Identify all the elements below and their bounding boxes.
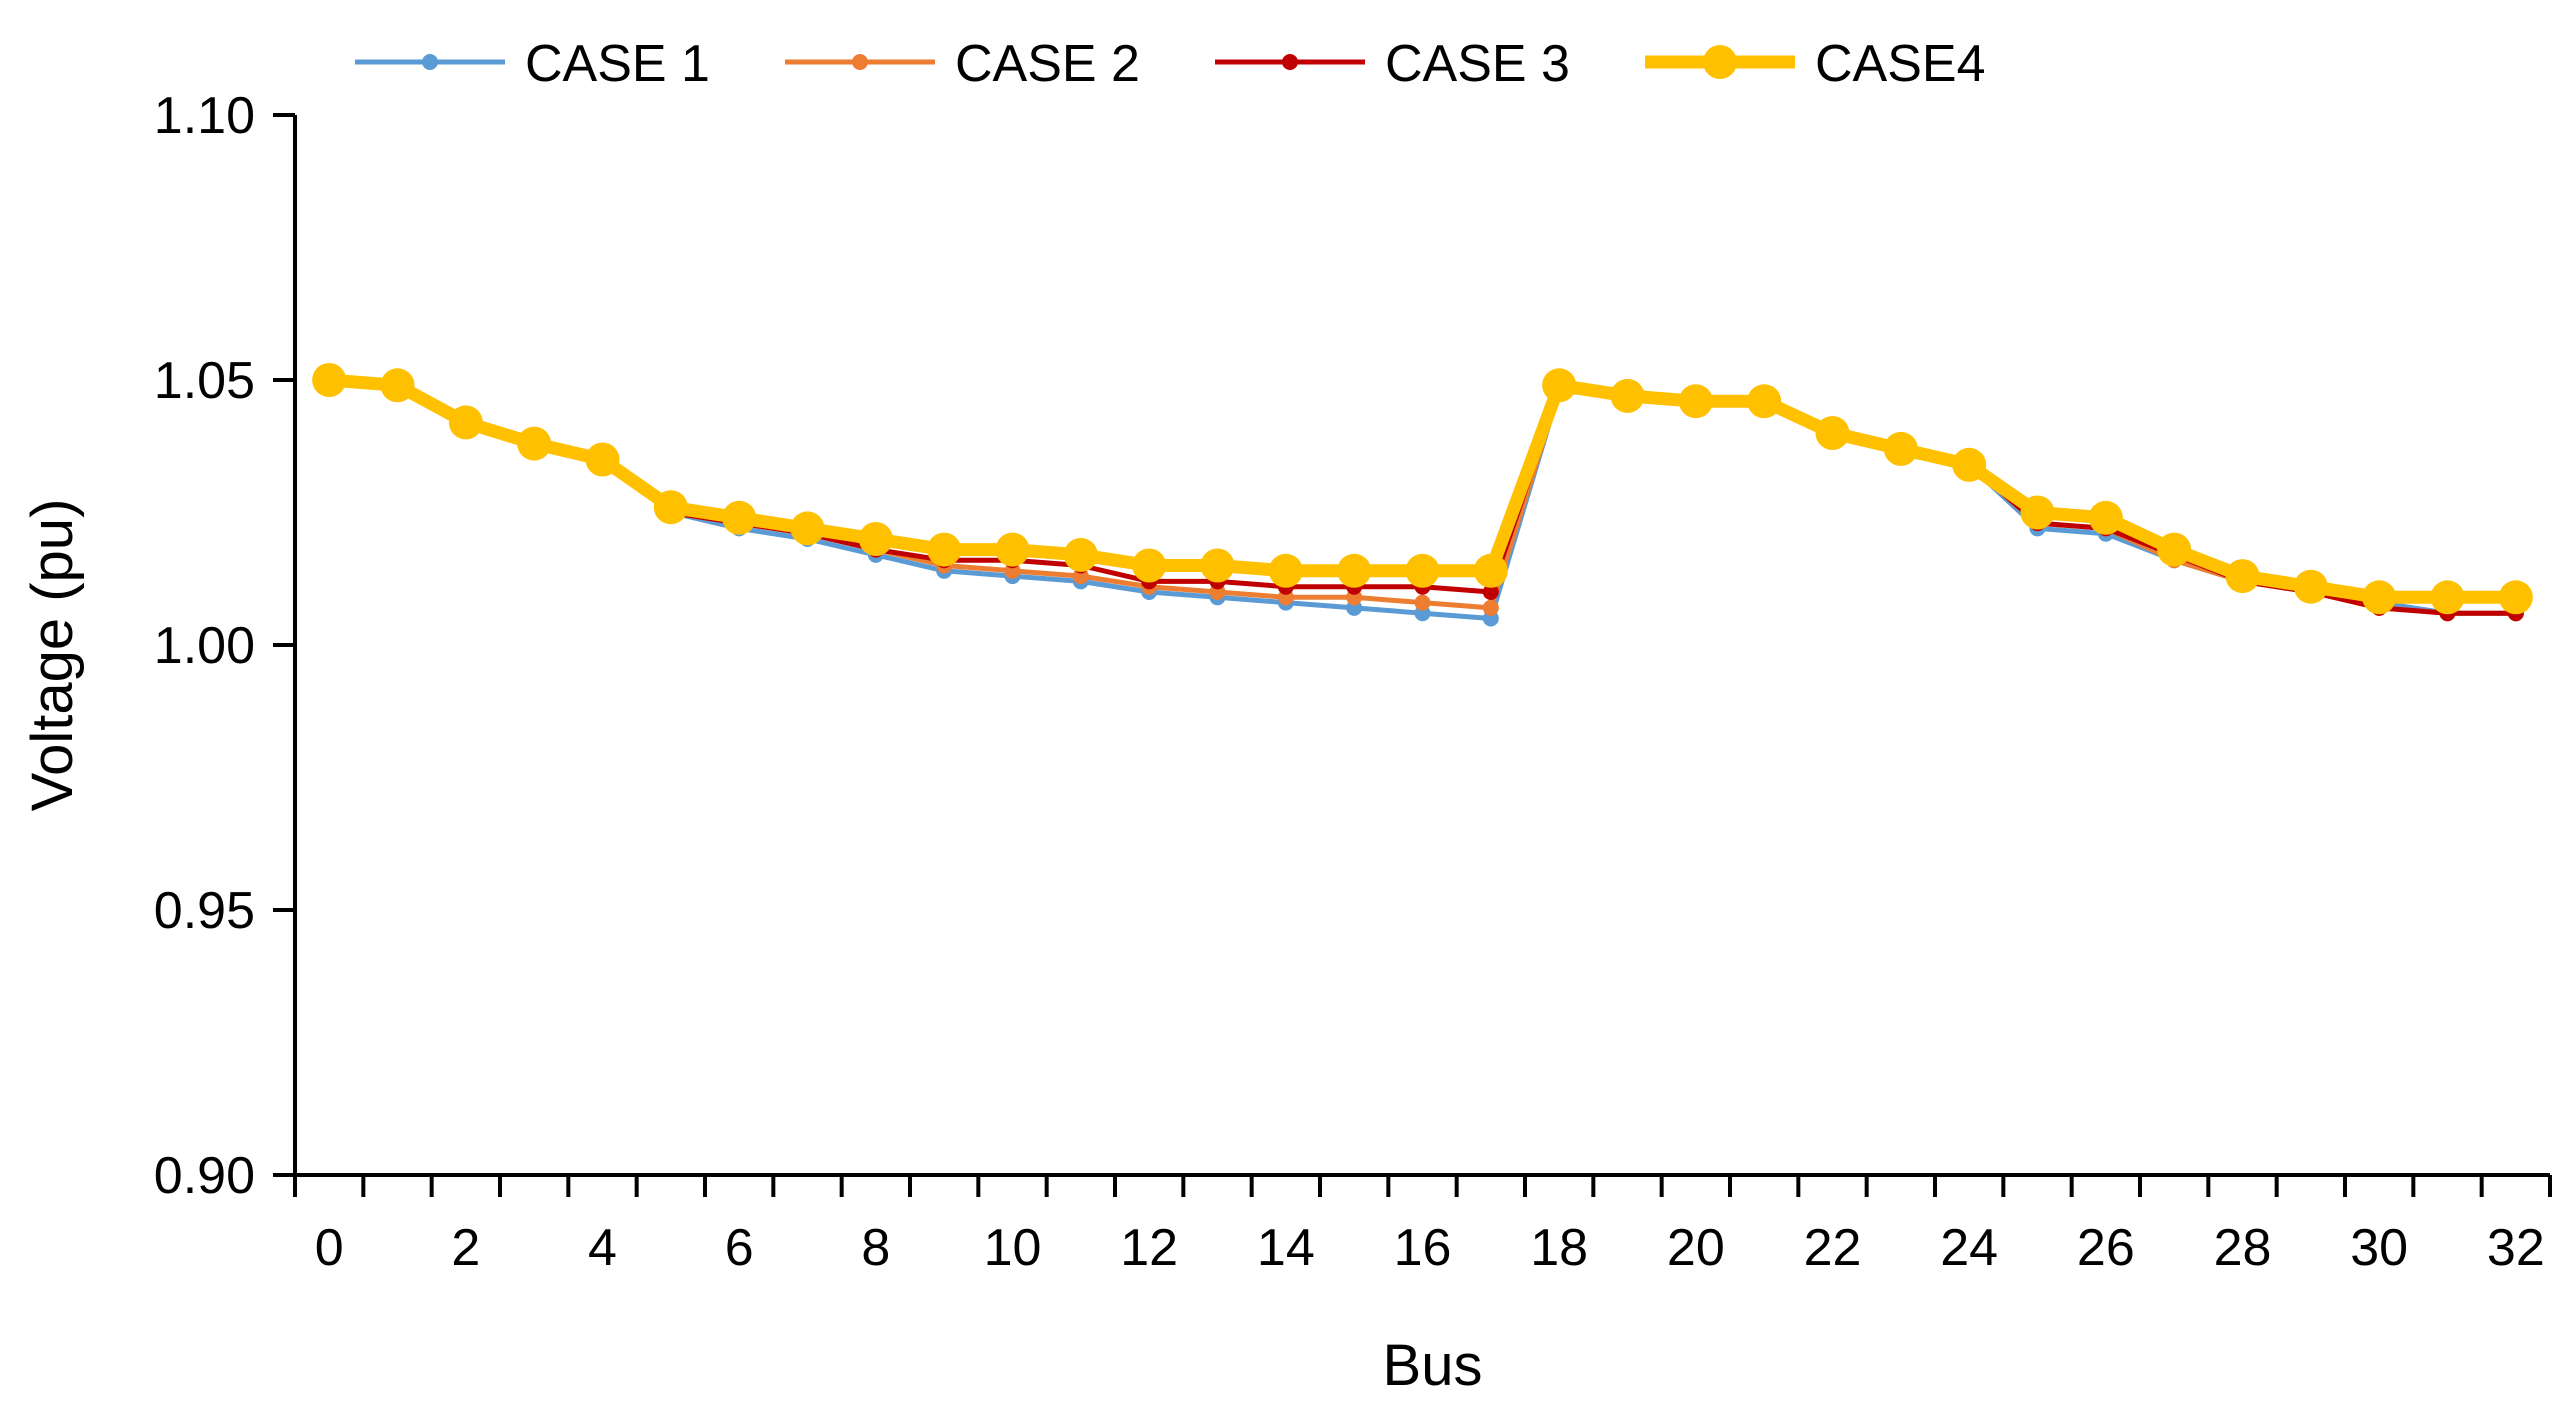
data-point [1268, 553, 1303, 588]
x-tick-label: 22 [1804, 1219, 1862, 1277]
data-point [927, 532, 962, 567]
x-tick-label: 16 [1394, 1219, 1452, 1277]
x-tick-label: 6 [725, 1219, 754, 1277]
data-point [1952, 447, 1987, 482]
data-point [1883, 431, 1918, 466]
x-axis-title: Bus [1383, 1333, 1483, 1398]
data-point [2157, 532, 2192, 567]
legend-label: CASE 1 [525, 35, 710, 93]
data-point [1200, 548, 1235, 583]
legend-marker [1703, 45, 1737, 79]
chart-legend: CASE 1 CASE 2 CASE 3 CASE4 [355, 35, 1986, 93]
x-tick-label: 4 [588, 1219, 617, 1277]
y-axis-ticks: 0.90 0.95 1.00 1.05 1.10 [154, 87, 295, 1205]
data-point [1473, 553, 1508, 588]
y-tick-label: 0.95 [154, 882, 255, 940]
legend-marker [1282, 54, 1298, 70]
x-axis-ticks: 0 2 4 6 8 10 12 14 16 18 20 22 24 26 28 30 32 [293, 1175, 2552, 1277]
x-tick-label: 8 [861, 1219, 890, 1277]
data-point [2020, 495, 2055, 530]
data-point [2225, 559, 2260, 594]
legend-item: CASE4 [1645, 35, 1986, 93]
data-point [1337, 553, 1372, 588]
data-point [1747, 384, 1782, 419]
x-tick-label: 18 [1530, 1219, 1588, 1277]
x-tick-label: 28 [2214, 1219, 2272, 1277]
x-tick-label: 24 [1940, 1219, 1998, 1277]
data-point [1610, 378, 1645, 413]
series-layer [312, 363, 2533, 627]
y-tick-label: 1.10 [154, 87, 255, 145]
data-point [585, 442, 620, 477]
x-tick-label: 0 [315, 1219, 344, 1277]
data-point [2293, 569, 2328, 604]
data-point [312, 363, 347, 397]
legend-item: CASE 1 [355, 35, 710, 93]
data-point [1132, 548, 1167, 583]
x-tick-label: 26 [2077, 1219, 2135, 1277]
series-case4 [312, 363, 2533, 615]
x-tick-label: 30 [2350, 1219, 2408, 1277]
data-point [380, 368, 415, 403]
data-point [2362, 580, 2397, 615]
legend-marker [422, 54, 438, 70]
y-tick-label: 0.90 [154, 1147, 255, 1205]
legend-label: CASE 2 [955, 35, 1140, 93]
legend-label: CASE 3 [1385, 35, 1570, 93]
data-point [1815, 416, 1850, 450]
legend-item: CASE 2 [785, 35, 1140, 93]
data-point [2430, 580, 2465, 615]
y-tick-label: 1.05 [154, 352, 255, 410]
data-point [722, 500, 757, 535]
data-point [1405, 553, 1440, 588]
data-point [858, 522, 893, 556]
legend-label: CASE4 [1815, 35, 1986, 93]
x-tick-label: 12 [1120, 1219, 1178, 1277]
y-axis-title: Voltage (pu) [20, 499, 85, 812]
x-tick-label: 2 [451, 1219, 480, 1277]
x-tick-label: 14 [1257, 1219, 1315, 1277]
x-tick-label: 20 [1667, 1219, 1725, 1277]
legend-marker [852, 54, 868, 70]
axes-layer: 0.900.951.001.051.10 0 2 4 6 8 10 12 14 16 18 20 22… [154, 87, 2552, 1277]
data-point [448, 405, 483, 440]
data-point [2088, 500, 2123, 535]
x-tick-label: 10 [984, 1219, 1042, 1277]
data-point [1414, 594, 1431, 611]
data-point [1678, 384, 1713, 419]
data-point [517, 426, 552, 461]
data-point [995, 532, 1030, 567]
legend-item: CASE 3 [1215, 35, 1570, 93]
data-point [1542, 368, 1577, 403]
y-tick-label: 1.00 [154, 617, 255, 675]
data-point [2498, 580, 2533, 615]
data-point [1482, 584, 1499, 600]
x-tick-label: 32 [2487, 1219, 2545, 1277]
data-point [1063, 537, 1098, 572]
data-point [1482, 599, 1499, 616]
data-point [653, 490, 688, 525]
data-point [790, 511, 825, 546]
